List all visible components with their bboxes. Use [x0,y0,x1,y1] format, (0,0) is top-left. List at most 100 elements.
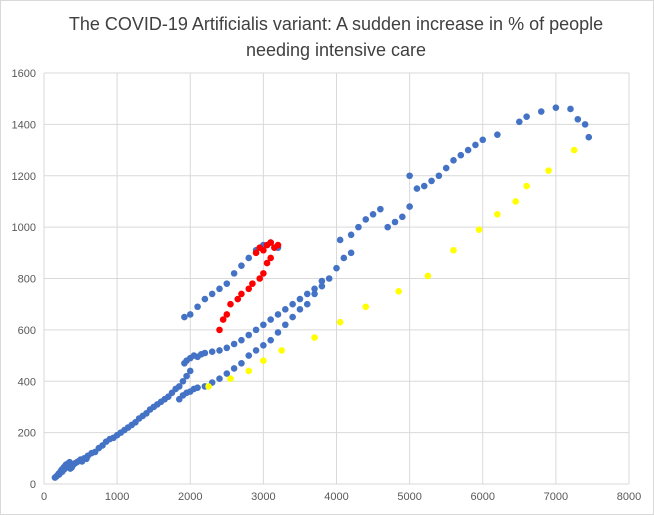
data-point [570,146,578,154]
data-point [223,370,231,377]
x-tick-label: 5000 [397,491,421,503]
data-point [238,290,245,298]
data-point [464,146,472,154]
data-point [303,300,311,308]
data-point [289,313,296,321]
data-point [267,239,274,246]
data-point [216,375,223,382]
data-point [296,306,304,313]
data-point [238,336,245,344]
data-point [384,223,391,231]
data-point [537,108,545,115]
data-point [340,254,348,262]
data-point [355,223,362,231]
data-point [260,246,267,254]
data-point [282,306,289,313]
data-point [391,218,399,226]
data-point [260,341,267,349]
data-point [274,311,282,318]
data-point [311,285,318,293]
data-point [347,249,355,257]
data-point [256,275,264,282]
data-point [574,115,582,123]
data-point [208,290,216,298]
data-point [494,210,501,218]
data-point [420,182,428,190]
data-points [51,104,593,481]
data-point [311,290,318,298]
data-point [413,185,421,192]
data-point [245,331,253,339]
data-point [318,282,326,290]
data-point [249,280,256,287]
data-point [205,383,212,390]
data-point [336,318,344,326]
data-point [523,113,530,120]
data-point [234,295,242,303]
data-point [369,210,377,218]
data-point [260,321,267,329]
y-tick-label: 1000 [12,222,36,234]
data-point [238,262,245,269]
y-tick-label: 0 [30,479,36,491]
data-point [245,367,253,375]
data-point [333,264,340,272]
data-point [186,367,194,375]
data-point [186,311,194,318]
data-point [267,336,274,344]
x-tick-label: 6000 [471,491,495,503]
data-point [227,375,234,382]
data-point [362,216,370,223]
data-point [479,136,487,144]
y-axis-ticks: 0 200 400 600 800 1000 1200 1400 1600 [12,68,36,491]
data-point [406,172,413,180]
data-point [245,352,253,359]
data-point [230,340,238,348]
data-point [208,348,216,356]
x-tick-label: 4000 [324,491,348,503]
data-point [303,290,311,298]
x-tick-label: 3000 [251,491,275,503]
data-point [223,344,231,352]
data-point [399,213,406,221]
data-point [216,285,223,293]
data-point [475,226,483,233]
data-point [450,246,457,254]
data-point [216,347,223,354]
y-tick-label: 1600 [12,68,36,80]
data-point [289,300,296,308]
data-point [274,329,282,336]
data-point [336,236,344,244]
data-point [245,285,253,293]
data-point [377,205,384,213]
data-point [260,357,267,365]
data-point [201,295,209,303]
y-tick-label: 1200 [12,171,36,183]
data-point [223,280,231,287]
data-point [424,272,432,280]
data-point [512,198,519,205]
x-tick-label: 7000 [544,491,568,503]
data-point [567,105,574,113]
data-point [296,295,304,303]
data-point [175,383,183,390]
data-point [552,104,560,111]
data-point [494,131,501,138]
y-tick-label: 400 [18,376,36,388]
data-point [227,300,234,308]
data-point [457,151,465,159]
x-tick-label: 1000 [105,491,129,503]
data-point [238,359,245,367]
y-tick-label: 600 [18,325,36,337]
data-point [252,249,260,257]
data-point [194,384,201,391]
data-point [516,118,523,126]
data-point [435,172,443,180]
data-point [442,164,450,172]
data-point [230,365,238,372]
chart-title: The COVID-19 Artificialis variant: A sud… [68,14,604,60]
y-tick-label: 1400 [12,119,36,131]
x-tick-label: 2000 [178,491,202,503]
data-point [581,121,589,128]
